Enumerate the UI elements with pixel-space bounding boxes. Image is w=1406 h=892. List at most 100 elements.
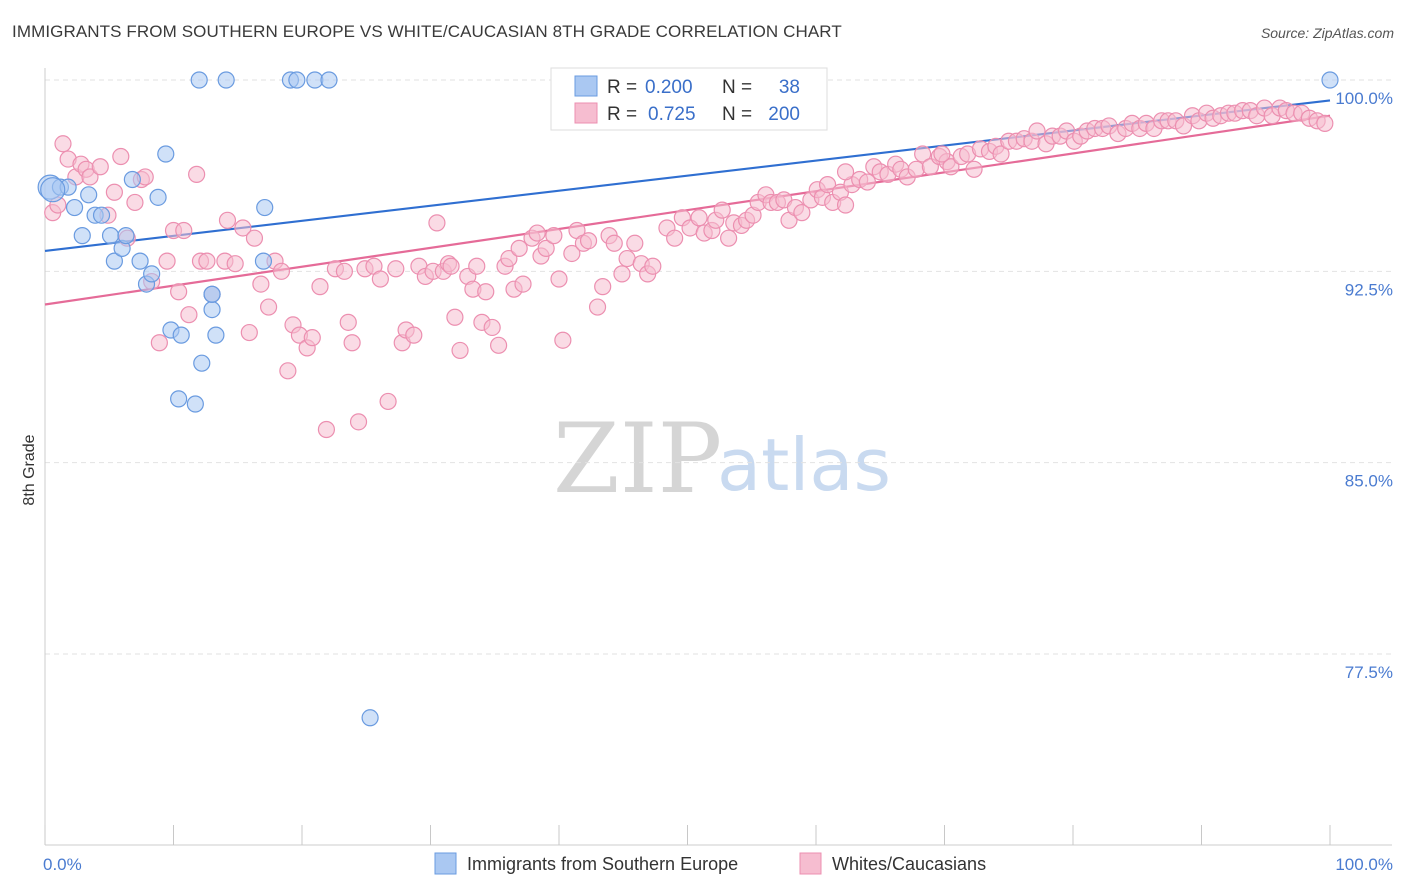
- bottom-legend-swatch-blue: [434, 852, 457, 875]
- point-white-caucasian: [158, 252, 176, 270]
- legend-n-value-blue: 38: [779, 77, 800, 98]
- point-white-caucasian: [303, 329, 321, 347]
- point-white-caucasian: [105, 183, 123, 201]
- point-white-caucasian: [626, 234, 644, 252]
- point-southern-europe: [73, 227, 91, 245]
- trend-line-white-caucasian: [44, 114, 1331, 306]
- point-white-caucasian: [914, 145, 932, 163]
- point-white-caucasian: [252, 275, 270, 293]
- point-white-caucasian: [907, 160, 925, 178]
- bottom-legend-label-blue: Immigrants from Southern Europe: [467, 854, 738, 874]
- point-white-caucasian: [339, 313, 357, 331]
- point-white-caucasian: [477, 283, 495, 301]
- point-white-caucasian: [858, 173, 877, 191]
- point-white-caucasian: [613, 265, 631, 283]
- point-white-caucasian: [234, 219, 252, 237]
- point-southern-europe: [80, 186, 98, 204]
- legend-r-value-blue: 0.200: [645, 77, 693, 98]
- watermark: ZIP atlas: [553, 403, 891, 515]
- x-tick-label-max: 100.0%: [1335, 855, 1393, 874]
- point-white-caucasian: [371, 270, 389, 288]
- point-white-caucasian: [965, 160, 983, 178]
- point-white-caucasian: [836, 163, 855, 181]
- point-white-caucasian: [387, 260, 405, 278]
- point-white-caucasian: [343, 334, 361, 352]
- point-white-caucasian: [198, 252, 216, 270]
- point-southern-europe: [203, 301, 221, 319]
- legend-r-label-pink: R =: [607, 104, 637, 125]
- top-legend: R = 0.200 N = 38 R = 0.725 N = 200: [550, 67, 828, 131]
- point-white-caucasian: [545, 227, 563, 245]
- point-white-caucasian: [720, 229, 738, 247]
- watermark-zip: ZIP: [553, 403, 722, 515]
- point-white-caucasian: [468, 257, 486, 275]
- y-tick-label: 100.0%: [1335, 89, 1393, 108]
- point-white-caucasian: [379, 392, 397, 411]
- point-white-caucasian: [311, 278, 329, 296]
- chart-source: Source: ZipAtlas.com: [1260, 25, 1394, 41]
- point-southern-europe: [131, 252, 149, 270]
- point-white-caucasian: [335, 262, 354, 280]
- point-southern-europe: [105, 252, 123, 270]
- point-white-caucasian: [500, 249, 518, 268]
- point-southern-europe: [217, 71, 235, 89]
- point-white-caucasian: [279, 362, 297, 380]
- point-southern-europe: [117, 227, 135, 245]
- point-white-caucasian: [91, 158, 109, 176]
- point-southern-europe: [190, 71, 208, 89]
- point-white-caucasian: [442, 257, 460, 275]
- point-white-caucasian: [713, 201, 731, 219]
- gridlines: [45, 79, 1392, 655]
- point-white-caucasian: [272, 262, 291, 280]
- point-southern-europe: [320, 71, 338, 89]
- point-white-caucasian: [240, 323, 258, 342]
- point-white-caucasian: [554, 331, 572, 349]
- point-southern-europe: [149, 188, 167, 206]
- legend-r-value-pink: 0.725: [648, 104, 696, 125]
- point-white-caucasian: [81, 168, 99, 186]
- point-southern-europe: [254, 252, 273, 270]
- point-white-caucasian: [550, 270, 568, 288]
- point-white-caucasian: [1028, 122, 1046, 140]
- point-white-caucasian: [188, 165, 206, 183]
- tick-labels: 77.5% 85.0% 92.5% 100.0% 0.0% 100.0%: [43, 89, 1393, 874]
- point-southern-europe: [157, 145, 175, 163]
- point-white-caucasian: [150, 334, 168, 352]
- legend-r-label-blue: R =: [607, 77, 637, 98]
- point-white-caucasian: [218, 211, 237, 229]
- y-tick-label: 92.5%: [1345, 280, 1393, 299]
- point-white-caucasian: [451, 341, 469, 360]
- chart-title: IMMIGRANTS FROM SOUTHERN EUROPE VS WHITE…: [12, 22, 842, 41]
- point-white-caucasian: [405, 326, 423, 344]
- legend-swatch-blue: [574, 75, 598, 97]
- point-white-caucasian: [942, 158, 960, 176]
- point-white-caucasian: [428, 214, 446, 232]
- point-white-caucasian: [666, 229, 684, 247]
- point-white-caucasian: [126, 193, 144, 212]
- point-southern-europe: [186, 395, 204, 413]
- bottom-legend-swatch-pink: [799, 852, 822, 875]
- point-southern-europe: [207, 326, 225, 344]
- point-southern-europe: [65, 198, 84, 217]
- point-white-caucasian: [170, 283, 188, 301]
- point-southern-europe: [143, 265, 161, 283]
- point-white-caucasian: [349, 413, 368, 431]
- legend-swatch-pink: [574, 102, 598, 124]
- point-southern-europe: [170, 390, 188, 408]
- point-white-caucasian: [594, 278, 612, 296]
- point-white-caucasian: [579, 232, 598, 250]
- point-white-caucasian: [528, 224, 546, 242]
- x-tick-label-min: 0.0%: [43, 855, 82, 874]
- point-southern-europe: [101, 227, 120, 245]
- data-points: [37, 71, 1339, 727]
- point-southern-europe: [288, 71, 306, 89]
- point-southern-europe: [172, 326, 190, 344]
- point-white-caucasian: [690, 209, 708, 227]
- point-white-caucasian: [259, 298, 278, 316]
- point-southern-europe: [123, 170, 141, 189]
- point-white-caucasian: [510, 239, 528, 257]
- point-white-caucasian: [1316, 114, 1334, 132]
- bottom-legend-label-pink: Whites/Caucasians: [832, 854, 986, 874]
- legend-n-label-blue: N =: [722, 77, 752, 98]
